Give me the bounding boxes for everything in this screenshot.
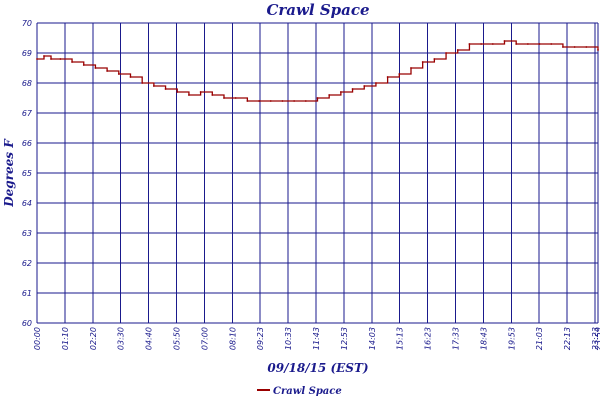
data-point xyxy=(223,97,225,99)
x-axis-label: 09/18/15 (EST) xyxy=(267,361,368,375)
data-point xyxy=(515,43,518,45)
data-point xyxy=(398,73,401,75)
data-point xyxy=(585,46,588,48)
y-tick-label: 61 xyxy=(22,289,32,298)
data-point xyxy=(269,100,272,102)
data-point xyxy=(304,100,307,102)
y-tick-label: 62 xyxy=(22,259,32,268)
data-point xyxy=(386,76,389,78)
data-point xyxy=(36,58,38,60)
data-point xyxy=(164,88,167,90)
x-tick-label: 01:10 xyxy=(61,327,70,350)
data-point xyxy=(94,67,97,69)
data-point xyxy=(316,97,319,99)
data-point xyxy=(293,100,296,102)
data-point xyxy=(550,43,553,45)
data-point xyxy=(82,64,85,66)
y-tick-label: 67 xyxy=(22,109,33,118)
y-tick-label: 66 xyxy=(22,139,32,148)
x-tick-label: 23:59 xyxy=(594,327,600,350)
data-point xyxy=(363,85,366,87)
x-tick-label: 04:40 xyxy=(145,327,154,350)
series-layer xyxy=(36,40,599,102)
x-tick-label: 23:23 xyxy=(591,327,600,350)
data-point xyxy=(456,49,459,51)
y-tick-label: 64 xyxy=(22,199,32,208)
data-point xyxy=(351,88,354,90)
data-point xyxy=(480,43,483,45)
y-axis-label: Degrees F xyxy=(2,138,16,208)
data-point xyxy=(433,58,436,60)
data-point xyxy=(339,91,342,93)
x-tick-label: 08:10 xyxy=(228,327,237,350)
data-point xyxy=(503,40,506,42)
data-point xyxy=(59,58,62,60)
data-point xyxy=(468,43,471,45)
data-point xyxy=(281,100,284,102)
data-point xyxy=(410,67,412,69)
x-tick-label: 11:43 xyxy=(312,327,321,350)
x-tick-label: 00:00 xyxy=(33,327,42,350)
legend-label: Crawl Space xyxy=(273,386,342,397)
x-tick-label: 17:33 xyxy=(452,327,461,350)
data-point xyxy=(152,85,155,87)
data-point xyxy=(71,61,73,63)
data-point xyxy=(141,82,144,84)
data-point xyxy=(491,43,494,45)
y-tick-label: 63 xyxy=(22,229,32,238)
y-tick-label: 65 xyxy=(22,169,32,178)
x-tick-label: 07:00 xyxy=(200,327,209,350)
x-tick-label: 15:13 xyxy=(396,327,405,350)
x-tick-labels: 00:00 01:10 02:20 03:30 04:40 05:50 07:00 08:10… xyxy=(33,327,600,350)
data-point xyxy=(117,73,120,75)
x-tick-label: 12:53 xyxy=(340,327,349,350)
x-tick-label: 09:23 xyxy=(256,327,265,350)
data-point xyxy=(50,58,52,60)
y-tick-label: 60 xyxy=(22,319,32,328)
x-tick-label: 18:43 xyxy=(479,327,488,350)
chart-title: Crawl Space xyxy=(266,1,369,19)
legend: Crawl Space xyxy=(257,386,342,397)
data-point xyxy=(246,100,249,102)
data-point xyxy=(597,49,599,51)
data-point xyxy=(129,76,132,78)
data-point xyxy=(176,91,179,93)
data-point xyxy=(445,52,447,54)
x-tick-label: 19:53 xyxy=(507,327,516,350)
grid xyxy=(36,22,599,324)
data-point xyxy=(375,82,377,84)
x-tick-label: 14:03 xyxy=(368,327,377,350)
y-tick-labels: 60 61 62 63 64 65 66 67 68 69 70 xyxy=(22,19,33,328)
data-point xyxy=(258,100,260,102)
data-point xyxy=(234,97,237,99)
x-tick-label: 05:50 xyxy=(173,327,182,350)
data-point xyxy=(211,94,214,96)
data-point xyxy=(562,46,564,48)
data-point xyxy=(421,61,424,63)
y-tick-label: 69 xyxy=(22,49,32,58)
x-tick-label: 03:30 xyxy=(117,327,126,350)
x-tick-label: 02:20 xyxy=(89,327,98,350)
x-tick-label: 16:23 xyxy=(424,327,433,350)
data-point xyxy=(199,91,202,93)
data-point xyxy=(106,70,109,72)
data-point xyxy=(328,94,331,96)
x-tick-label: 21:03 xyxy=(535,327,544,350)
data-point xyxy=(526,43,529,45)
x-tick-label: 22:13 xyxy=(563,327,572,350)
data-point xyxy=(538,43,541,45)
data-point xyxy=(43,55,45,57)
data-point xyxy=(573,46,576,48)
y-tick-label: 68 xyxy=(22,79,32,88)
x-tick-label: 10:33 xyxy=(284,327,293,350)
data-point xyxy=(188,94,190,96)
y-tick-label: 70 xyxy=(22,19,32,28)
